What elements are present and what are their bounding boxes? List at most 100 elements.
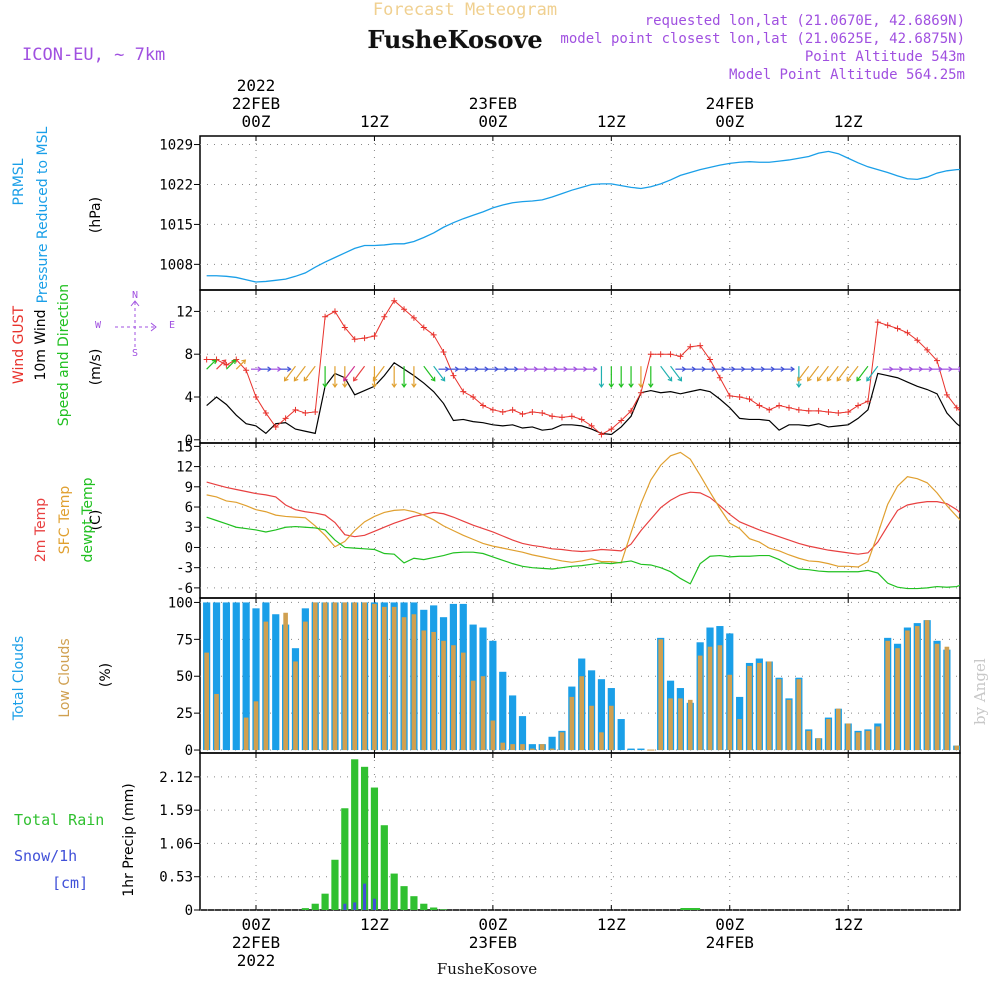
wind-arrow-head	[797, 376, 802, 382]
cloud-low-bar	[865, 730, 871, 751]
cloud-total-bar	[548, 736, 556, 751]
cloud-total-bar	[272, 614, 280, 751]
wind-arrow-head	[988, 367, 991, 372]
temp-ytick-label: 0	[185, 540, 193, 556]
wind-ytick-label: 8	[185, 347, 193, 363]
wind-gust-marker	[756, 402, 763, 409]
cloud-low-bar	[520, 744, 525, 751]
rain-bar	[380, 825, 388, 910]
wind-gust-marker	[934, 357, 941, 364]
cloud-label-2: Low Clouds	[57, 638, 73, 717]
cloud-low-bar	[737, 719, 742, 751]
cloud-low-bar	[303, 621, 308, 751]
wind-gust-marker	[203, 356, 210, 363]
snow-bar	[343, 903, 347, 910]
precip-ytick-label: 1.06	[159, 836, 193, 852]
wind-arrow-head	[286, 366, 292, 372]
cloud-low-bar	[885, 640, 890, 751]
wind-gust-marker	[213, 356, 220, 363]
cloud-low-bar	[697, 655, 703, 751]
wind-gust-marker	[588, 422, 595, 429]
cloud-low-bar	[845, 723, 851, 751]
wind-arrow-head	[231, 359, 237, 365]
compass-icon: N E S W	[95, 290, 175, 359]
wind-arrow-head	[221, 359, 227, 365]
cloud-low-bar	[609, 705, 614, 751]
wind-arrow-head	[303, 376, 309, 382]
wind-gust-marker	[272, 423, 279, 430]
pressure-ytick-label: 1008	[159, 257, 193, 273]
cloud-low-bar	[391, 606, 397, 751]
cloud-low-bar	[283, 612, 288, 751]
cloud-low-bar	[678, 698, 683, 751]
cloud-total-bar	[617, 719, 625, 751]
time-label-bottom: 2022	[237, 951, 276, 970]
cloud-low-bar	[500, 742, 506, 751]
rain-bar	[390, 873, 398, 910]
model-altitude: Model Point Altitude 564.25m	[729, 67, 965, 83]
time-label-bottom: 23FEB	[469, 933, 517, 952]
closest-lonlat: model point closest lon,lat (21.0625E, 4…	[560, 31, 965, 47]
rain-bar	[331, 859, 339, 910]
wind-gust-marker	[637, 389, 644, 396]
precip-ytick-label: 2.12	[159, 770, 193, 786]
cloud-low-bar	[312, 602, 318, 751]
wind-gust-marker	[341, 324, 348, 331]
snow-bar	[372, 898, 376, 910]
wind-arrow-head	[836, 376, 842, 382]
wind-gust-marker	[657, 351, 664, 358]
wind-arrow-head	[958, 366, 960, 372]
cloud-low-bar	[826, 719, 831, 751]
cloud-low-bar	[934, 643, 940, 751]
wind-arrow-head	[322, 383, 328, 389]
pressure-label-1: PRMSL	[11, 158, 27, 205]
compass-N: N	[132, 290, 138, 301]
cloud-low-bar	[569, 696, 575, 751]
wind-gust-marker	[420, 324, 427, 331]
wind-arrow-head	[283, 376, 289, 382]
wind-arrow-head	[332, 383, 338, 389]
wind-arrow	[225, 359, 236, 370]
clouds-ytick-label: 75	[176, 632, 193, 648]
temp-ytick-label: -3	[176, 561, 193, 577]
wind-arrow-head	[638, 383, 644, 389]
wind-ytick-label: 0	[185, 433, 193, 449]
time-label-bottom: 12Z	[597, 915, 626, 934]
cloud-low-bar	[243, 717, 249, 751]
cloud-low-bar	[214, 693, 219, 751]
wind-gust-marker	[855, 402, 862, 409]
clouds-ytick-label: 0	[185, 743, 193, 759]
wind-gust-marker	[578, 416, 585, 423]
wind-gust-marker	[262, 410, 269, 417]
pressure-line	[206, 150, 960, 283]
wind-arrow	[866, 365, 879, 382]
wind-gust-marker	[351, 336, 358, 343]
wind-arrow	[817, 365, 829, 382]
time-label-top: 12Z	[834, 112, 863, 131]
wind-arrow-head	[618, 383, 624, 389]
cloud-low-bar	[382, 606, 387, 751]
cloud-low-bar	[362, 602, 367, 751]
wind-gust-marker	[608, 426, 615, 433]
cloud-low-bar	[855, 732, 861, 751]
wind-arrow-head	[677, 376, 683, 382]
temp-frame	[199, 442, 961, 599]
cloud-low-bar	[836, 708, 841, 751]
cloud-low-bar	[204, 652, 209, 751]
wind-gust-marker	[381, 313, 388, 320]
wind-gust-marker	[766, 406, 773, 413]
wind-gust-marker	[835, 410, 842, 417]
wind-arrow-head	[648, 383, 654, 389]
rain-bar	[341, 808, 349, 910]
cloud-low-bar	[944, 646, 950, 751]
cloud-low-bar	[421, 630, 427, 751]
wind-gust-marker	[460, 388, 467, 395]
time-label-top: 2022	[237, 76, 276, 95]
cloud-low-bar	[905, 630, 910, 751]
wind-gust-marker	[558, 414, 565, 421]
wind-arrow-head	[598, 383, 605, 389]
wind-gust-marker	[440, 349, 447, 356]
wind-arrow	[284, 365, 296, 382]
temp-label-1: 2m Temp	[33, 498, 49, 562]
wind-gust-marker	[776, 402, 783, 409]
